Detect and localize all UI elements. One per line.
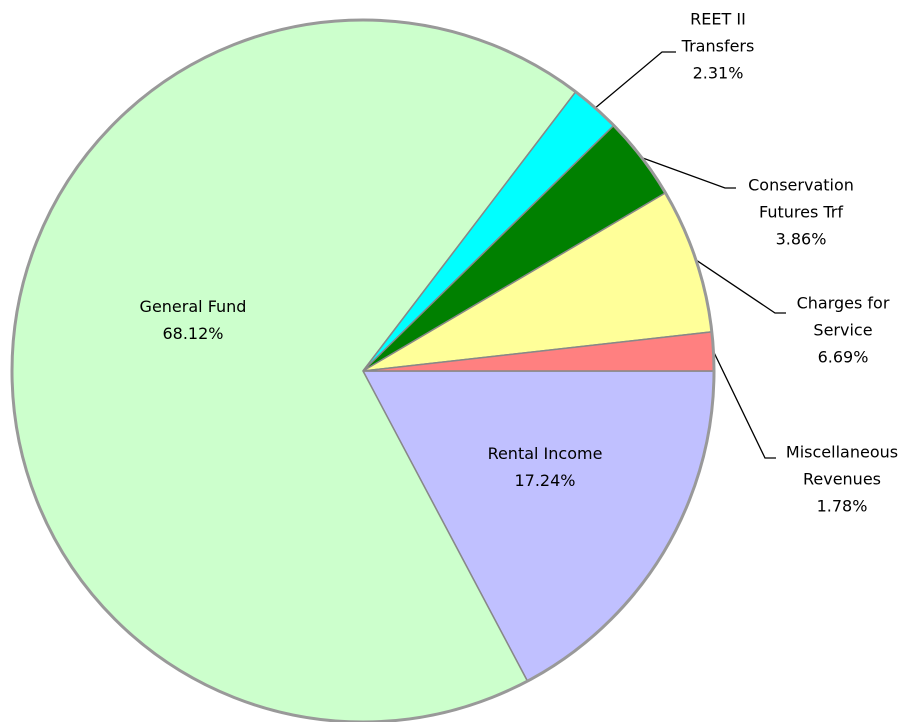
slice-label: Conservation Futures Trf 3.86%	[726, 172, 876, 253]
leader-line	[712, 351, 776, 459]
slice-label: REET II Transfers 2.31%	[668, 6, 768, 87]
leader-line	[695, 259, 786, 314]
value-label: 6.69%	[817, 347, 869, 367]
category-label: REET II Transfers	[681, 9, 755, 56]
pie-outline	[10, 18, 716, 722]
leader-line	[594, 51, 676, 109]
value-label: 17.24%	[514, 471, 576, 490]
value-label: 3.86%	[775, 229, 827, 249]
category-label: Rental Income	[487, 444, 603, 463]
value-label: 1.78%	[816, 496, 868, 516]
category-label: General Fund	[139, 297, 247, 316]
category-label: Conservation Futures Trf	[748, 175, 854, 222]
slice-label: General Fund 68.12%	[93, 293, 293, 347]
leader-line	[641, 157, 736, 189]
value-label: 2.31%	[692, 63, 744, 83]
slice-label: Rental Income 17.24%	[445, 440, 645, 494]
category-label: Miscellaneous Revenues	[785, 442, 899, 489]
category-label: Charges for Service	[796, 293, 890, 340]
slice-label: Charges for Service 6.69%	[783, 290, 903, 371]
slice-label: Miscellaneous Revenues 1.78%	[767, 439, 917, 520]
value-label: 68.12%	[162, 324, 224, 343]
